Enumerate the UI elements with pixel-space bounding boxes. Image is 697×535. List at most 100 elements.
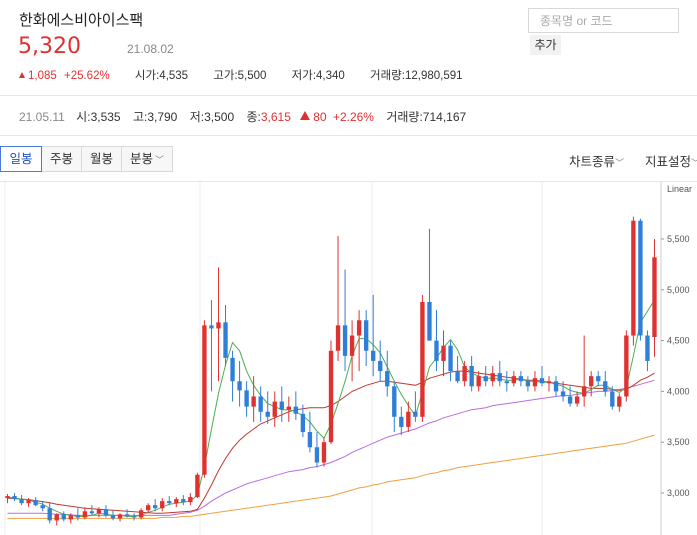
candle-body	[307, 432, 313, 448]
candle-body	[33, 500, 38, 506]
chevron-down-icon: ﹀	[691, 158, 697, 168]
daily-open-label: 시	[76, 110, 88, 124]
candle-body	[448, 345, 453, 372]
daily-close: 3,615	[260, 110, 291, 124]
candle-body	[560, 391, 566, 397]
candle-body	[532, 378, 538, 387]
volume-label: 거래량	[370, 70, 402, 82]
daily-low: 3,500	[204, 110, 235, 124]
candle-body	[441, 345, 446, 361]
candle-body	[553, 381, 559, 392]
candle-body	[19, 499, 24, 504]
y-tick-label: 3,000	[667, 488, 690, 498]
candle-body	[617, 396, 622, 407]
candle-body	[349, 335, 355, 356]
candle-body	[378, 360, 383, 372]
candle-body	[645, 335, 650, 361]
chevron-down-icon: ﹀	[615, 158, 625, 168]
candle-body	[145, 505, 151, 511]
candle-body	[89, 511, 95, 514]
candle-body	[12, 496, 17, 500]
candle-body	[399, 416, 404, 427]
candle-body	[652, 257, 657, 338]
candle-body	[427, 301, 432, 341]
search-box[interactable]	[528, 8, 679, 33]
candle-body	[596, 376, 601, 382]
candle-body	[103, 509, 109, 516]
candle-body	[342, 325, 348, 356]
search-input[interactable]	[529, 9, 678, 32]
candle-body	[195, 474, 200, 498]
candle-body	[117, 514, 123, 519]
candle-body	[202, 325, 207, 475]
candle-body	[110, 515, 116, 519]
daily-open: 3,535	[90, 110, 121, 124]
candle-body	[47, 508, 52, 521]
candle-body	[455, 371, 460, 382]
candle-body	[230, 357, 235, 382]
candle-body	[356, 320, 362, 336]
candle-body	[272, 401, 277, 417]
candle-body	[420, 301, 425, 417]
candle-body	[567, 396, 573, 404]
high-value: 5,500	[237, 70, 267, 82]
candle-body	[54, 514, 59, 521]
chart-area[interactable]: Linear 5,500 5,000 4,500 4,000 3,500 3,000	[0, 181, 697, 535]
candle-body	[603, 381, 608, 392]
candle-body	[321, 442, 327, 463]
tab-monthly[interactable]: 월봉	[82, 146, 122, 172]
candle-body	[483, 376, 488, 382]
daily-change: 80	[300, 110, 327, 124]
y-tick-label: 3,500	[667, 437, 690, 447]
candle-body	[124, 514, 130, 517]
candle-body	[581, 386, 587, 397]
candle-body	[525, 381, 531, 387]
y-tick-label: 4,000	[667, 386, 690, 396]
scale-label: Linear	[667, 184, 692, 194]
candle-body	[223, 322, 228, 358]
candle-body	[638, 220, 643, 336]
tab-daily[interactable]: 일봉	[0, 146, 42, 172]
daily-volume: 714,167	[422, 110, 467, 124]
candle-body	[624, 335, 629, 397]
candle-body	[82, 511, 88, 518]
candle-body	[286, 406, 291, 410]
candle-body	[589, 376, 594, 387]
candle-body	[406, 411, 411, 427]
daily-date: 21.05.11	[19, 110, 65, 124]
y-tick-label: 5,000	[667, 285, 690, 295]
add-button[interactable]: 추가	[530, 35, 561, 55]
price-date: 21.08.02	[127, 42, 174, 56]
tab-minute[interactable]: 분봉 ﹀	[122, 146, 173, 172]
candle-body	[61, 514, 66, 520]
candle-body	[5, 496, 10, 499]
candle-body	[518, 376, 524, 382]
candle-body	[610, 391, 615, 407]
candle-body	[293, 406, 299, 414]
candle-body	[167, 501, 172, 504]
candle-body	[96, 509, 102, 514]
change-rate: +25.62%	[63, 70, 110, 82]
candle-body	[40, 505, 45, 509]
candle-body	[434, 340, 439, 361]
tab-weekly[interactable]: 주봉	[42, 146, 82, 172]
candle-body	[209, 325, 214, 329]
candlestick-chart[interactable]: Linear 5,500 5,000 4,500 4,000 3,500 3,000	[0, 182, 697, 535]
candle-body	[265, 411, 270, 417]
candle-body	[153, 505, 158, 509]
current-price: 5,320	[18, 34, 81, 59]
candle-body	[371, 350, 376, 361]
candle-body	[631, 220, 636, 336]
candle-body	[413, 411, 418, 417]
y-tick-label: 4,500	[667, 336, 690, 346]
daily-low-label: 저	[189, 110, 201, 124]
chart-type-menu[interactable]: 차트종류﹀	[569, 155, 625, 169]
low-value: 4,340	[316, 70, 345, 82]
candle-body	[392, 386, 397, 417]
candle-body	[574, 396, 580, 404]
candle-body	[216, 322, 221, 329]
divider	[0, 95, 697, 96]
indicator-settings-menu[interactable]: 지표설정﹀	[645, 151, 697, 170]
candle-body	[138, 510, 144, 518]
candle-body	[363, 320, 369, 351]
